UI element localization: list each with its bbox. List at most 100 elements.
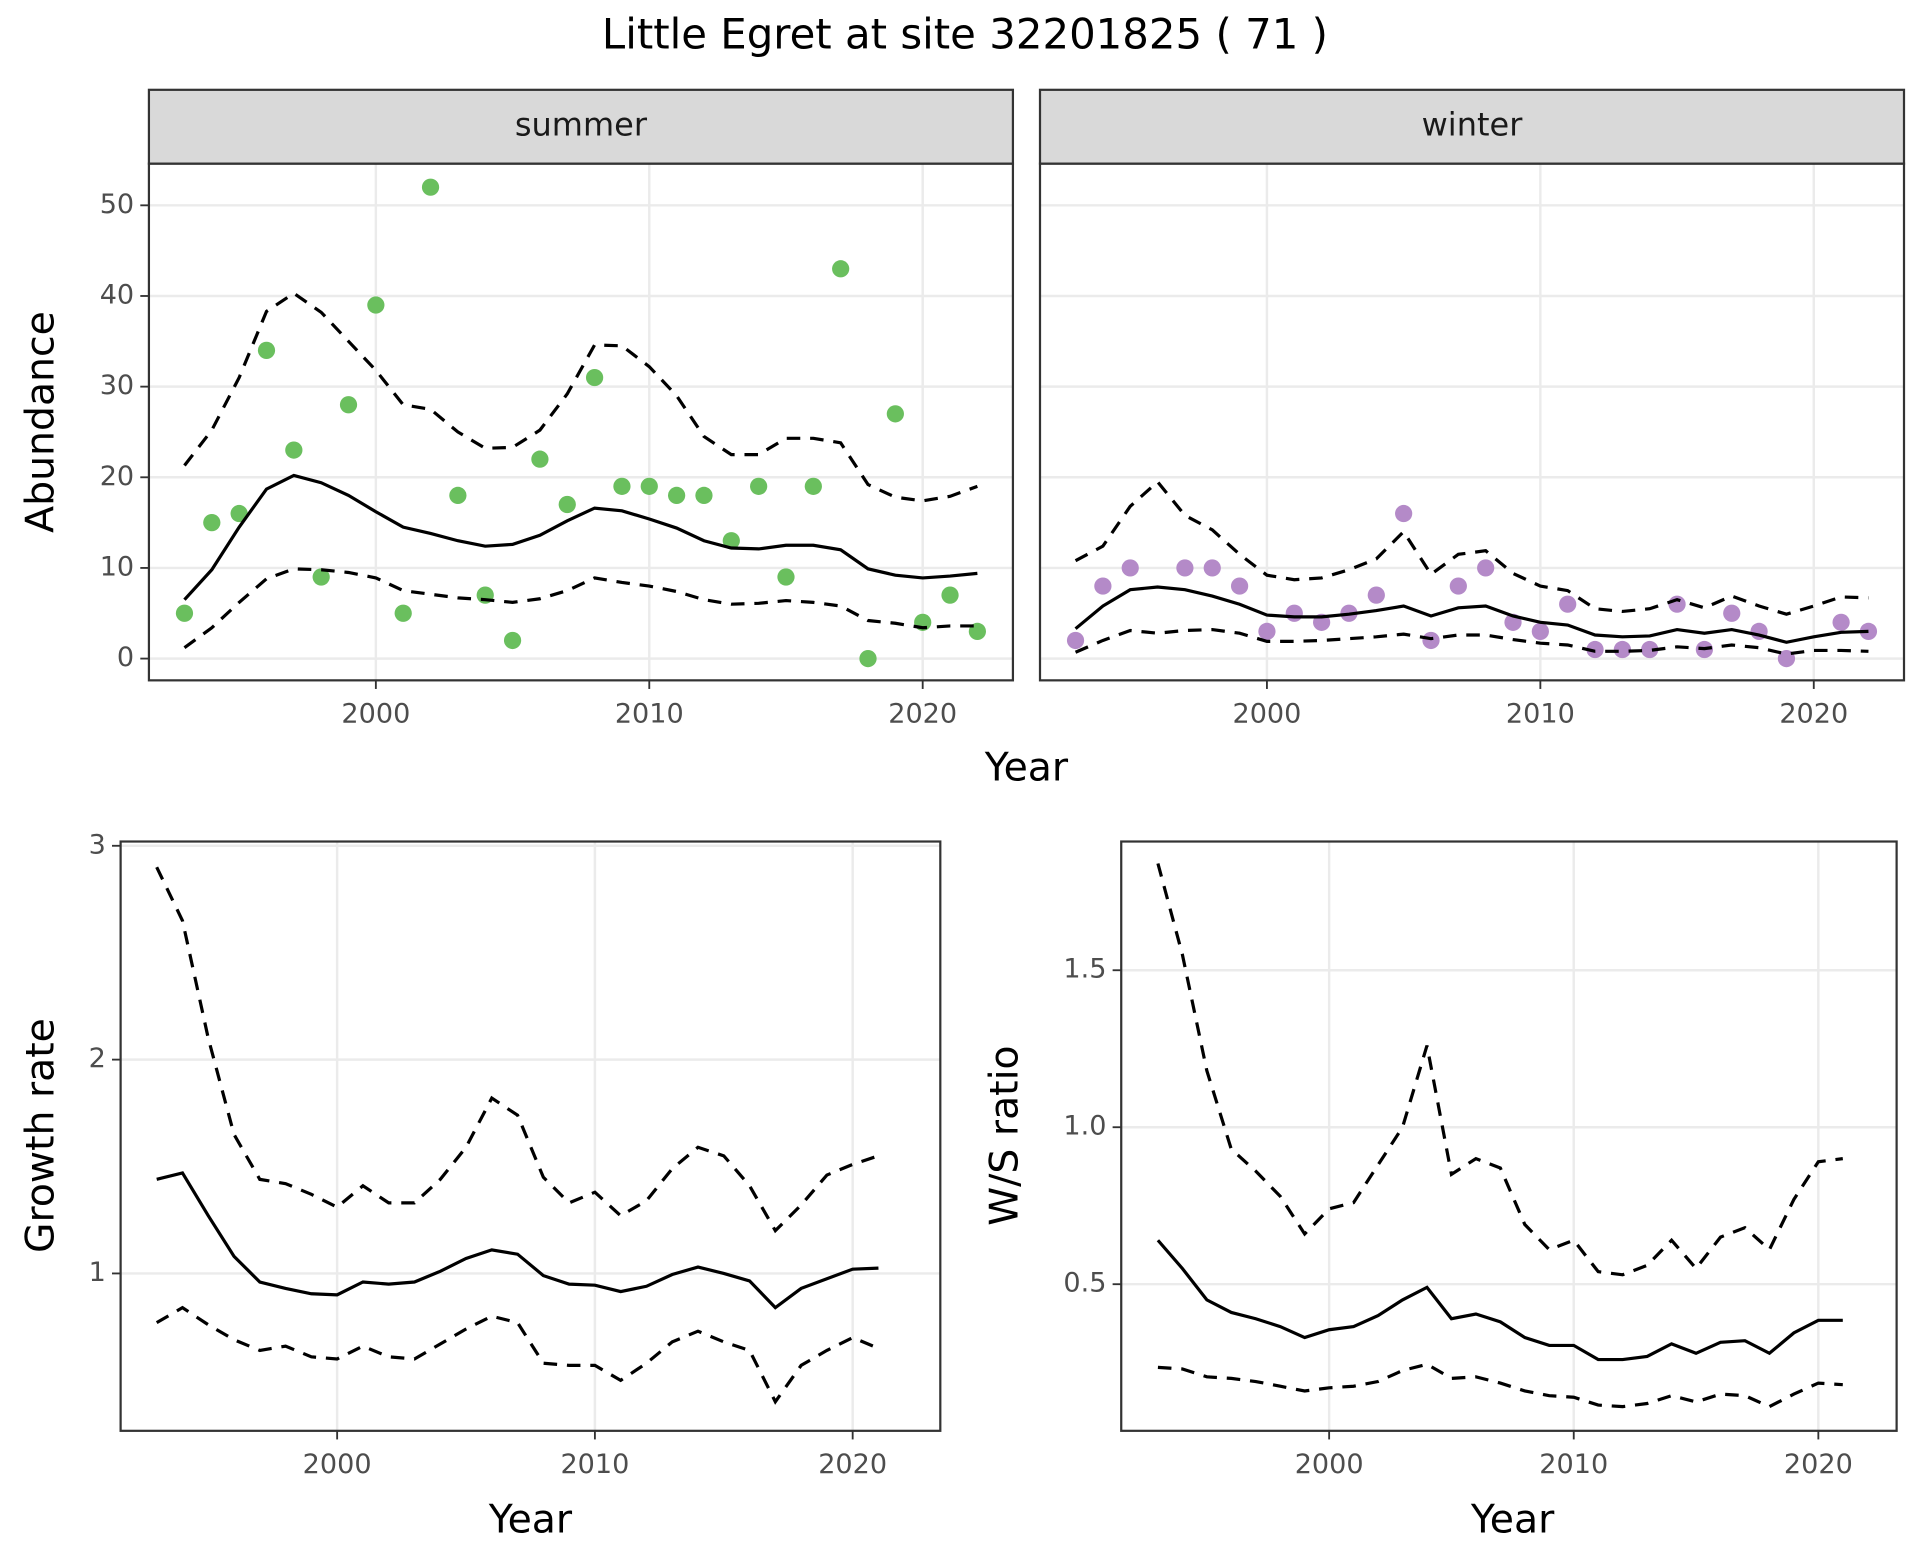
data-point	[285, 441, 303, 459]
interval-line	[1074, 627, 1869, 656]
y-tick-label: 2	[89, 1043, 106, 1074]
data-point	[1094, 577, 1112, 595]
strip	[147, 88, 1015, 165]
panel-border	[1120, 840, 1898, 1432]
trend-line	[156, 1171, 879, 1310]
data-point	[1641, 640, 1659, 659]
interval-line	[1074, 479, 1869, 616]
data-point	[449, 486, 467, 505]
y-tick-label: 50	[100, 189, 134, 220]
data-point	[558, 495, 576, 514]
data-point	[531, 450, 549, 468]
y-axis-title: Growth rate	[18, 1018, 64, 1253]
data-point	[175, 604, 194, 622]
x-tick-label: 2010	[1506, 698, 1575, 729]
data-point	[1832, 613, 1850, 631]
y-axis-title: Abundance	[18, 311, 64, 533]
x-tick-label: 2000	[1295, 1449, 1364, 1480]
data-point	[1531, 622, 1549, 641]
y-tick-label: 10	[100, 551, 134, 582]
data-point	[695, 486, 713, 505]
data-point	[777, 568, 795, 586]
interval-line	[1156, 863, 1844, 1277]
y-tick-label: 30	[100, 370, 134, 401]
data-point	[1066, 631, 1085, 650]
data-point	[668, 486, 686, 505]
data-point	[503, 631, 522, 650]
panel-background	[1121, 841, 1897, 1431]
trend-line	[183, 473, 978, 601]
data-point	[1422, 631, 1440, 650]
x-tick-label: 2020	[888, 698, 957, 729]
data-point	[832, 260, 850, 278]
data-point	[804, 477, 822, 495]
data-point	[1859, 622, 1878, 641]
y-tick-label: 1.5	[1063, 954, 1106, 985]
data-point	[1367, 586, 1385, 604]
data-point	[640, 477, 658, 495]
panel-background	[148, 163, 1013, 681]
strip-label: winter	[1422, 106, 1524, 144]
interval-line	[1157, 1362, 1843, 1409]
interval-line	[155, 866, 879, 1234]
data-point	[585, 368, 604, 387]
x-tick-label: 2000	[1232, 698, 1301, 729]
data-point	[339, 396, 358, 414]
x-tick-label: 2000	[341, 698, 410, 729]
data-point	[1230, 577, 1249, 595]
figure-title: Little Egret at site 32201825 ( 71 )	[602, 9, 1328, 58]
strip	[1038, 88, 1906, 165]
data-point	[421, 178, 440, 196]
panel-background	[120, 841, 941, 1431]
x-tick-label: 2010	[615, 698, 684, 729]
data-point	[1176, 559, 1194, 577]
data-point	[1559, 595, 1577, 613]
data-point	[1777, 649, 1796, 668]
x-axis-title: Year	[488, 1496, 573, 1542]
x-axis-title: Year	[1470, 1496, 1555, 1542]
data-point	[230, 504, 248, 523]
x-tick-label: 2020	[1784, 1449, 1853, 1480]
y-tick-label: 0	[117, 642, 134, 673]
data-point	[886, 405, 904, 423]
y-tick-label: 3	[89, 829, 106, 860]
panel-background	[1040, 163, 1904, 681]
data-point	[1477, 559, 1495, 577]
data-point	[722, 532, 740, 550]
x-tick-label: 2000	[303, 1449, 372, 1480]
trend-line	[1074, 585, 1869, 644]
data-point	[312, 568, 330, 586]
data-point	[257, 341, 276, 359]
data-point	[941, 586, 959, 604]
y-tick-label: 0.5	[1063, 1268, 1106, 1299]
y-tick-label: 40	[100, 279, 134, 310]
x-tick-label: 2020	[818, 1449, 887, 1480]
data-point	[750, 477, 768, 495]
data-point	[859, 649, 877, 668]
data-point	[1613, 640, 1631, 659]
data-point	[1203, 559, 1221, 577]
y-tick-label: 1	[89, 1257, 106, 1288]
y-axis-title: W/S ratio	[981, 1045, 1027, 1225]
data-point	[1395, 504, 1413, 523]
x-tick-label: 2010	[560, 1449, 629, 1480]
trend-line	[1156, 1239, 1843, 1362]
data-point	[1449, 577, 1467, 595]
x-axis-title: Year	[984, 745, 1069, 791]
data-point	[1121, 559, 1139, 577]
strip-label: summer	[515, 106, 648, 144]
data-point	[1723, 604, 1741, 622]
interval-line	[183, 567, 978, 649]
x-tick-label: 2010	[1539, 1449, 1608, 1480]
y-tick-label: 1.0	[1063, 1111, 1106, 1142]
data-point	[613, 477, 631, 495]
data-point	[203, 513, 221, 532]
y-tick-label: 20	[100, 461, 134, 492]
panel-border	[119, 840, 942, 1432]
data-point	[394, 604, 412, 622]
data-point	[1285, 604, 1303, 622]
data-point	[1258, 622, 1276, 641]
data-point	[1586, 640, 1604, 659]
